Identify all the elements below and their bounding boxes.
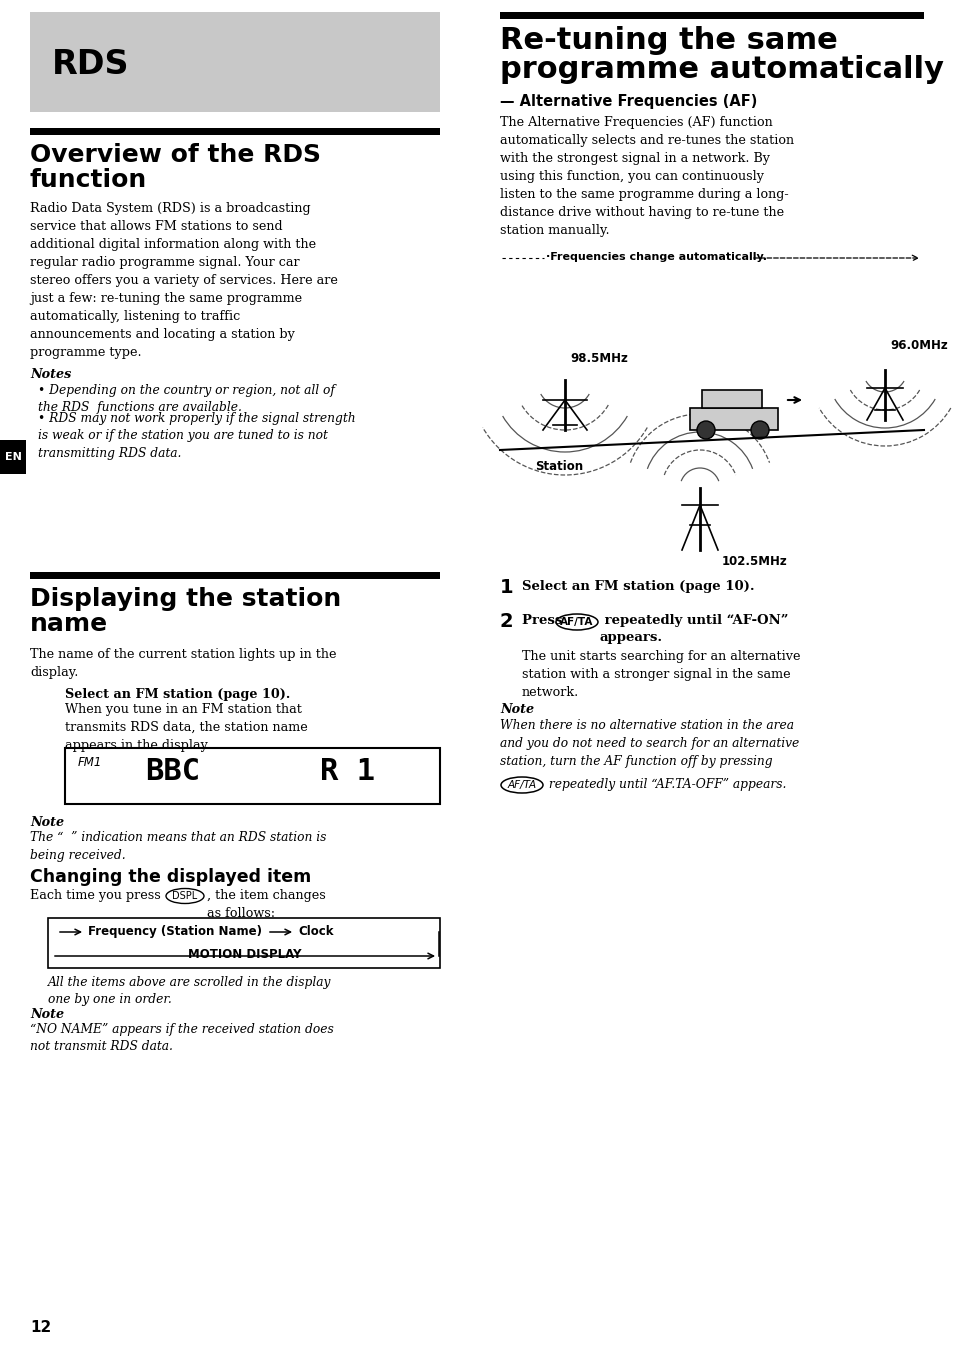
Bar (0, 440, 26, 474)
Text: Note: Note (30, 816, 64, 829)
Text: • RDS may not work properly if the signal strength
is weak or if the station you: • RDS may not work properly if the signa… (38, 412, 355, 459)
Text: When there is no alternative station in the area
and you do not need to search f: When there is no alternative station in … (499, 720, 799, 768)
Text: 12: 12 (30, 1320, 51, 1335)
Text: Press: Press (521, 614, 566, 627)
Circle shape (697, 421, 714, 439)
Text: AF/TA: AF/TA (559, 617, 593, 627)
Bar (701, 390, 761, 408)
Text: Changing the displayed item: Changing the displayed item (30, 869, 311, 886)
Text: Each time you press: Each time you press (30, 889, 165, 902)
Text: BBC: BBC (145, 757, 200, 786)
Text: Station: Station (535, 459, 582, 473)
Text: Overview of the RDS: Overview of the RDS (30, 144, 320, 167)
Text: The “  ” indication means that an RDS station is
being received.: The “ ” indication means that an RDS sta… (30, 831, 326, 862)
Text: All the items above are scrolled in the display
one by one in order.: All the items above are scrolled in the … (48, 976, 331, 1007)
Text: • Depending on the country or region, not all of
the RDS  functions are availabl: • Depending on the country or region, no… (38, 383, 335, 415)
Text: name: name (30, 612, 108, 635)
Text: 102.5MHz: 102.5MHz (721, 556, 787, 568)
Text: — Alternative Frequencies (AF): — Alternative Frequencies (AF) (499, 93, 757, 108)
Text: Select an FM station (page 10).: Select an FM station (page 10). (521, 580, 754, 593)
Text: 1: 1 (499, 579, 513, 598)
Text: The unit starts searching for an alternative
station with a stronger signal in t: The unit starts searching for an alterna… (521, 650, 800, 699)
Text: “NO NAME” appears if the received station does
not transmit RDS data.: “NO NAME” appears if the received statio… (30, 1023, 334, 1053)
Bar (48, 917, 439, 967)
Bar (689, 408, 778, 430)
Text: Radio Data System (RDS) is a broadcasting
service that allows FM stations to sen: Radio Data System (RDS) is a broadcastin… (30, 202, 337, 359)
Bar (30, 12, 439, 112)
Text: FM1: FM1 (78, 756, 102, 770)
Text: MOTION DISPLAY: MOTION DISPLAY (188, 948, 301, 961)
Text: EN: EN (5, 453, 21, 462)
Text: DSPL: DSPL (172, 892, 197, 901)
Text: The name of the current station lights up in the
display.: The name of the current station lights u… (30, 648, 336, 679)
Text: RDS: RDS (52, 49, 130, 81)
Text: ·Frequencies change automatically.: ·Frequencies change automatically. (545, 252, 766, 262)
Text: repeatedly until “AF-ON”
appears.: repeatedly until “AF-ON” appears. (599, 614, 788, 644)
Text: Displaying the station: Displaying the station (30, 587, 341, 611)
Text: Re-tuning the same: Re-tuning the same (499, 26, 837, 56)
Text: 98.5MHz: 98.5MHz (569, 352, 627, 364)
Text: 96.0MHz: 96.0MHz (889, 339, 946, 352)
Text: Select an FM station (page 10).: Select an FM station (page 10). (65, 688, 290, 701)
Text: Notes: Notes (30, 369, 71, 381)
Text: When you tune in an FM station that
transmits RDS data, the station name
appears: When you tune in an FM station that tran… (65, 703, 308, 752)
Bar (499, 12, 923, 19)
Text: Frequency (Station Name): Frequency (Station Name) (88, 925, 262, 938)
Circle shape (750, 421, 768, 439)
Text: programme automatically: programme automatically (499, 56, 943, 84)
Text: function: function (30, 168, 147, 192)
Text: 2: 2 (499, 612, 513, 631)
Bar (30, 127, 439, 136)
Text: Clock: Clock (297, 925, 334, 938)
Text: , the item changes
as follows:: , the item changes as follows: (207, 889, 325, 920)
Bar (30, 572, 439, 579)
Text: repeatedly until “AF.TA-OFF” appears.: repeatedly until “AF.TA-OFF” appears. (544, 778, 785, 791)
Text: Note: Note (30, 1008, 64, 1022)
Text: The Alternative Frequencies (AF) function
automatically selects and re-tunes the: The Alternative Frequencies (AF) functio… (499, 117, 793, 237)
Bar (65, 748, 439, 804)
Text: Note: Note (499, 703, 534, 715)
Text: R 1: R 1 (319, 757, 375, 786)
Text: AF/TA: AF/TA (507, 780, 536, 790)
